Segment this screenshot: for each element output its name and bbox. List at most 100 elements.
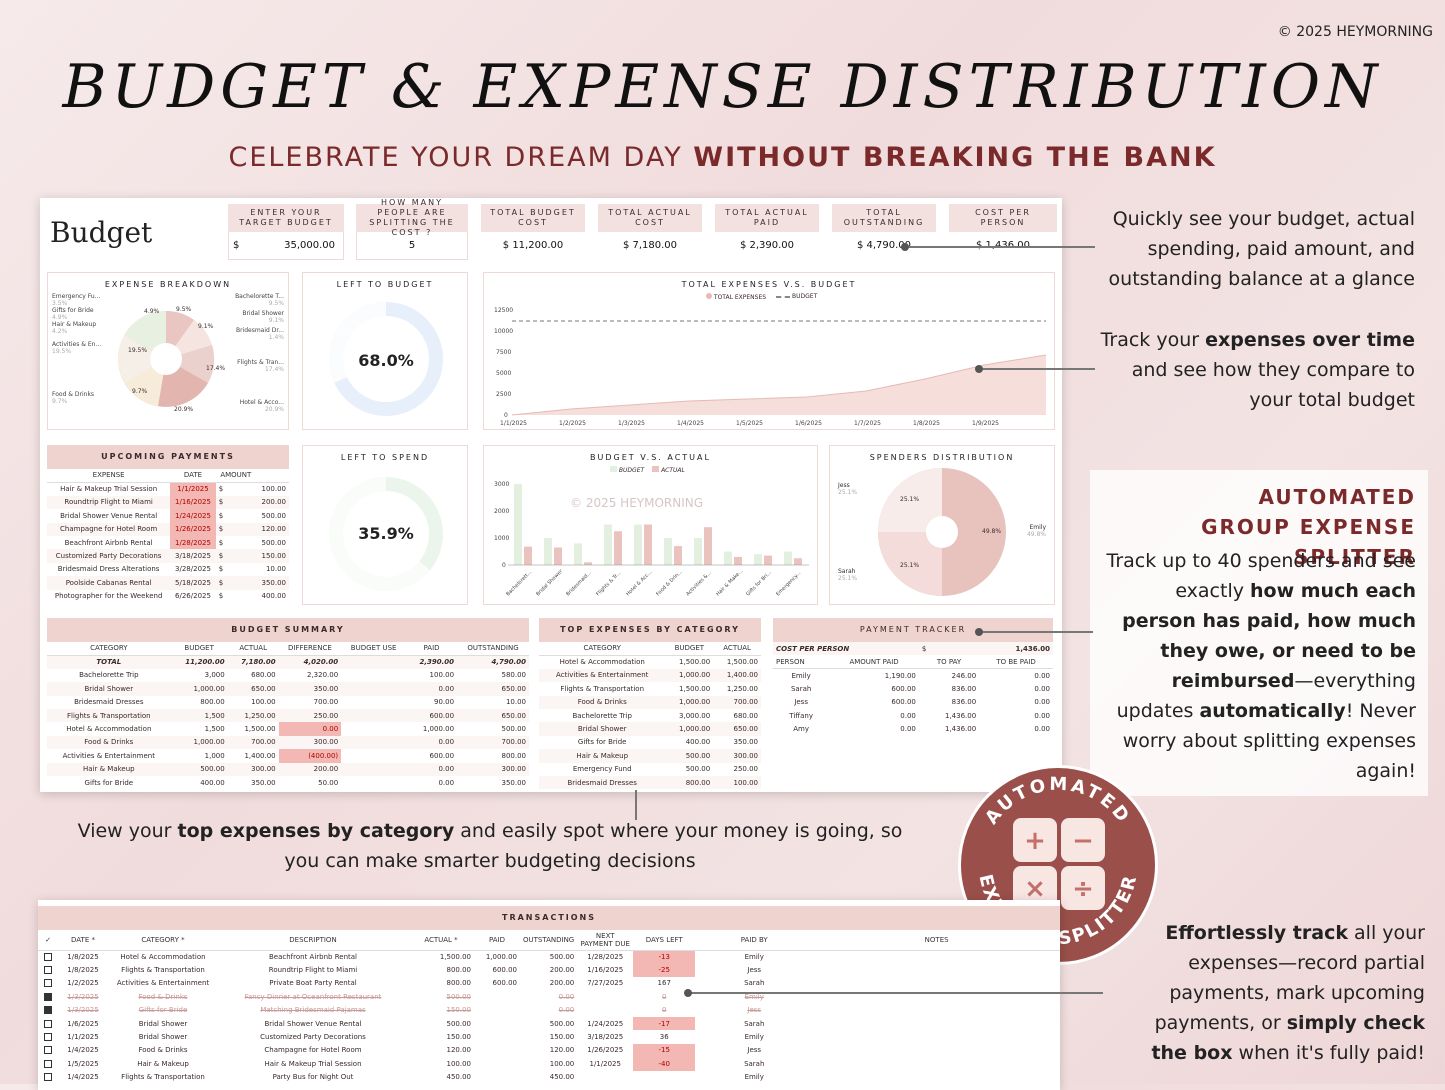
bar-actual [644, 524, 652, 565]
connector-kpis [905, 246, 1095, 248]
paid-checkbox[interactable] [44, 1059, 52, 1068]
connector-dot [684, 989, 692, 997]
bar-budget [634, 524, 642, 565]
paid-checkbox[interactable] [44, 952, 52, 961]
connector-dot [975, 365, 983, 373]
table-cell: Roundtrip Flight to Miami [268, 966, 358, 975]
table-cell: Roundtrip Flight to Miami [64, 498, 153, 507]
target-budget-input[interactable]: 35,000.00 [284, 240, 335, 251]
transactions-table: ✓ DATE * CATEGORY * DESCRIPTION ACTUAL *… [38, 930, 1060, 1084]
paid-checkbox[interactable] [44, 1046, 52, 1055]
paid-by-dropdown[interactable]: Sarah [744, 979, 765, 988]
table-cell: Flights & Transportation [560, 684, 645, 693]
table-cell: 0.00 [438, 684, 455, 693]
bar-budget [724, 551, 732, 565]
svg-text:1/1/2025: 1/1/2025 [500, 420, 527, 427]
table-cell: Bachelorette Trip [572, 711, 632, 720]
table-cell: Gifts for Bride [577, 738, 627, 747]
paid-by-dropdown[interactable]: Emily [744, 992, 764, 1001]
table-row: Emergency Fund 500.00 250.00 [539, 763, 761, 776]
table-cell: 400.00 [685, 738, 711, 747]
table-cell: 167 [657, 979, 671, 988]
table-cell [474, 1071, 520, 1084]
table-cell: Bridesmaid Dresses [74, 698, 144, 707]
table-cell: Matching Bridesmaid Pajamas [260, 1006, 366, 1015]
table-cell: 836.00 [951, 684, 977, 693]
bar-actual [614, 531, 622, 565]
table-row: 1/4/2025 Flights & Transportation Party Bu… [38, 1071, 1060, 1084]
table-row: Activities & Entertainment 1,000.00 1,400.… [539, 668, 761, 683]
table-row: Bachelorette Trip 3,000 680.00 2,320.00 100.… [47, 669, 529, 682]
divide-icon: ÷ [1072, 874, 1094, 904]
table-cell: 3,000.00 [679, 711, 711, 720]
table-cell: 1,000.00 [193, 738, 225, 747]
table-cell: Party Bus for Night Out [272, 1073, 354, 1082]
spenders-pie [878, 468, 1006, 596]
table-cell: 200.00 [313, 765, 339, 774]
paid-checkbox[interactable] [44, 1073, 52, 1082]
table-cell [341, 696, 406, 709]
kpi-paid: TOTAL ACTUAL PAID $ 2,390.00 [715, 204, 819, 260]
paid-by-dropdown[interactable]: Emily [744, 1073, 764, 1082]
paid-by-dropdown[interactable]: Emily [744, 1033, 764, 1042]
table-cell: 200.00 [549, 966, 575, 975]
paid-by-dropdown[interactable]: Jess [747, 1046, 762, 1055]
table-cell: -15 [633, 1043, 696, 1058]
table-cell [474, 1030, 520, 1043]
paid-by-dropdown[interactable]: Sarah [744, 1059, 765, 1068]
paid-by-dropdown[interactable]: Jess [747, 966, 762, 975]
paid-by-dropdown[interactable]: Sarah [744, 1019, 765, 1028]
table-cell: $ [218, 565, 224, 574]
svg-text:AUTOMATED: AUTOMATED [981, 774, 1135, 829]
table-cell: 600.00 [492, 966, 518, 975]
table-cell: 1/1/2025 [67, 1033, 99, 1042]
table-cell: 1,500.00 [679, 684, 711, 693]
table-cell: 500.00 [200, 765, 225, 774]
table-cell: 0.00 [558, 1006, 575, 1015]
table-cell: 836.00 [951, 698, 977, 707]
paid-checkbox[interactable] [44, 1006, 52, 1015]
svg-text:5000: 5000 [496, 370, 511, 377]
table-cell: 100.00 [733, 778, 759, 787]
spenders-distribution-card: SPENDERS DISTRIBUTION Jess 25.1% Sarah 25.… [829, 445, 1055, 605]
table-cell: Hair & Makeup [83, 765, 135, 774]
svg-text:Flights & Tr...: Flights & Tr... [595, 570, 622, 597]
left-to-budget-ring [329, 302, 443, 416]
table-cell: Flights & Transportation [121, 966, 205, 975]
table-cell: 1/26/2025 [170, 522, 216, 536]
svg-text:1/4/2025: 1/4/2025 [677, 420, 704, 427]
paid-checkbox[interactable] [44, 992, 52, 1001]
table-cell: Activities & Entertainment [116, 979, 210, 988]
paid-checkbox[interactable] [44, 979, 52, 988]
table-cell: Bachelorette Trip [79, 671, 139, 680]
paid-by-dropdown[interactable]: Jess [747, 1006, 762, 1015]
table-cell: -25 [633, 963, 696, 977]
paid-checkbox[interactable] [44, 1019, 52, 1028]
table-cell: 3/18/2025 [175, 552, 211, 561]
table-row: Bridesmaid Dresses 800.00 100.00 700.00 90.0… [47, 696, 529, 709]
connector-time [980, 368, 1095, 370]
table-cell: 1/28/2025 [170, 535, 216, 550]
table-cell: Bridal Shower [138, 1019, 188, 1028]
table-cell: Hotel & Accommodation [120, 952, 206, 961]
table-row: 1/4/2025 Food & Drinks Champagne for Hotel… [38, 1043, 1060, 1058]
table-cell: 500.00 [549, 1019, 575, 1028]
table-row: Hotel & Accommodation 1,500.00 1,500.00 [539, 655, 761, 668]
people-input[interactable]: 5 [356, 232, 468, 260]
svg-text:1/9/2025: 1/9/2025 [972, 420, 999, 427]
table-row: Hair & Makeup 500.00 300.00 [539, 749, 761, 763]
left-to-spend-card: LEFT TO SPEND 35.9% [302, 445, 468, 605]
svg-text:10000: 10000 [494, 328, 513, 335]
paid-by-dropdown[interactable]: Emily [744, 952, 764, 961]
bar-actual [524, 546, 532, 565]
table-cell: 300.00 [501, 765, 527, 774]
paid-checkbox[interactable] [44, 1033, 52, 1042]
paid-checkbox[interactable] [44, 966, 52, 975]
table-cell: 800.00 [446, 979, 472, 988]
table-cell [341, 749, 406, 762]
table-cell: 1,500.00 [726, 658, 758, 667]
table-cell: Beachfront Airbnb Rental [269, 952, 357, 961]
svg-text:1/5/2025: 1/5/2025 [736, 420, 763, 427]
table-cell: 800.00 [200, 698, 225, 707]
table-cell: Activities & Entertainment [556, 671, 649, 680]
